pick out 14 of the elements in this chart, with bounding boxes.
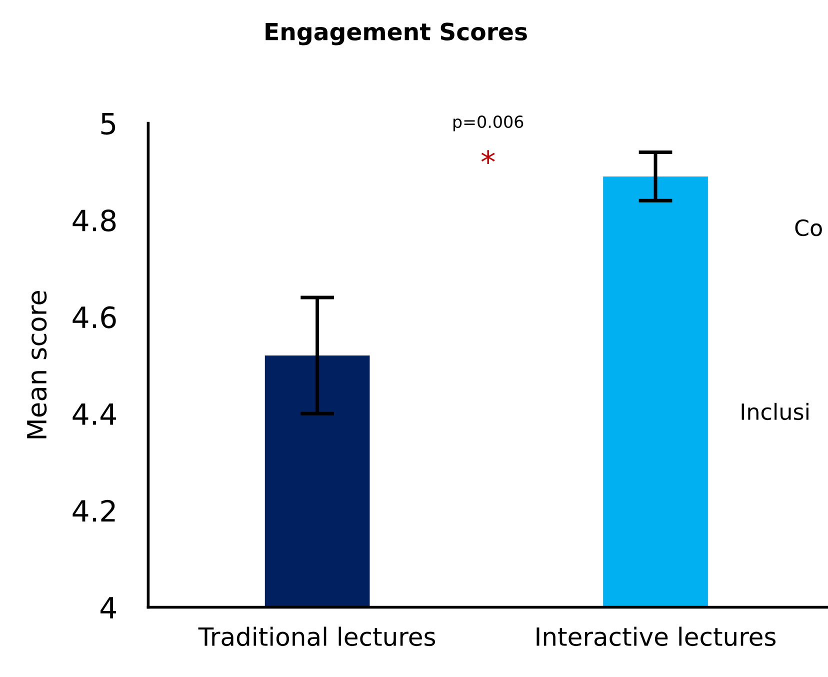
y-tick-label: 4 [100,597,116,618]
annotation: Inclusi [742,402,808,420]
annotation: * [481,150,495,164]
x-tick-label: Interactive lectures [536,626,776,646]
y-tick-label: 5 [101,113,116,135]
y-tick-label: 4.2 [72,500,115,522]
y-tick-label: 4.6 [72,306,116,328]
annotation: p=0.006 [453,115,524,132]
y-tick-label: 4.4 [72,403,116,425]
annotation: Co [795,219,822,236]
chart-title: Engagement Scores [266,22,527,46]
y-axis-title: Mean score [27,291,47,438]
x-tick-label: Traditional lectures [198,626,436,646]
y-tick-label: 4.8 [72,209,116,232]
